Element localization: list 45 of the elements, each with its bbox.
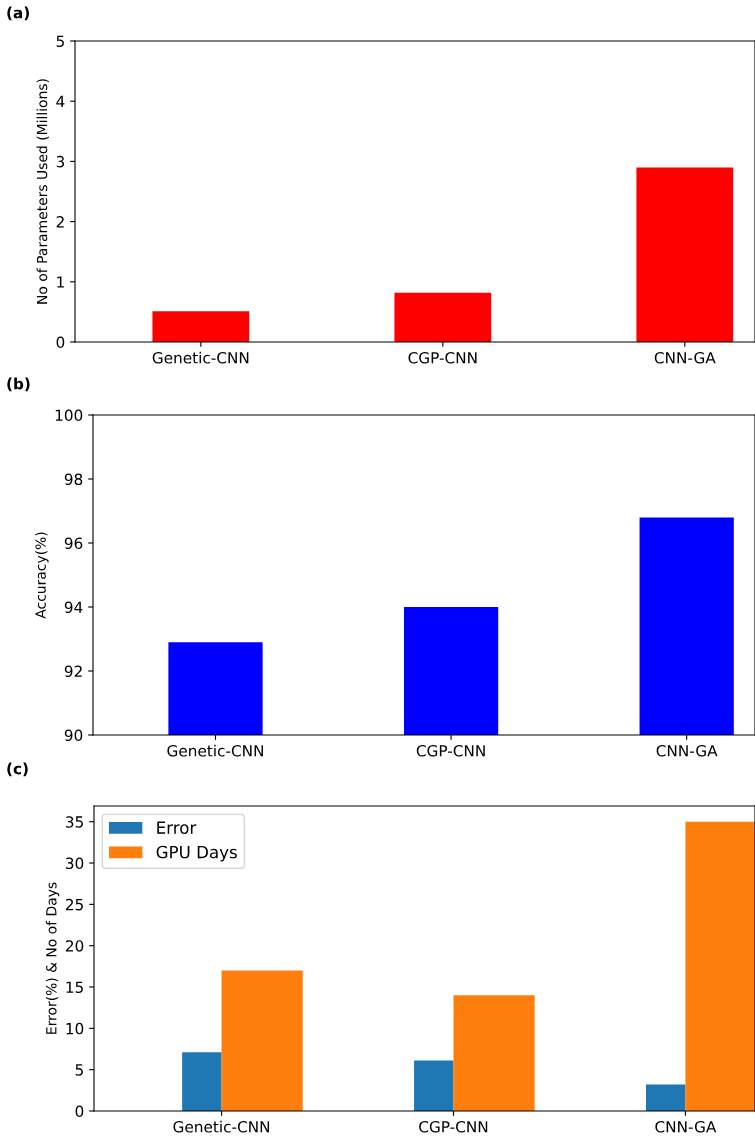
x-tick-label: Genetic-CNN xyxy=(173,1120,270,1133)
bar xyxy=(182,1052,222,1111)
x-tick-label: CGP-CNN xyxy=(408,351,477,364)
legend-label: GPU Days xyxy=(156,845,237,862)
y-tick-label: 90 xyxy=(64,729,83,742)
y-tick-label: 30 xyxy=(66,857,84,870)
y-tick-label: 35 xyxy=(66,816,83,828)
y-tick-label: 5 xyxy=(56,35,64,48)
y-tick-label: 20 xyxy=(65,940,84,952)
y-axis-title: Accuracy(%) xyxy=(35,532,49,619)
y-tick-label: 0 xyxy=(75,1105,84,1118)
y-tick-label: 1 xyxy=(57,276,64,288)
legend-label: Error xyxy=(157,821,197,834)
bar xyxy=(221,970,303,1111)
x-tick-label: CGP-CNN xyxy=(419,1120,488,1133)
y-tick-label: 15 xyxy=(66,981,83,994)
y-tick-label: 10 xyxy=(66,1022,84,1035)
x-tick-label: CNN-GA xyxy=(656,744,718,757)
chart-title: (b) xyxy=(7,377,30,392)
x-tick-label: CNN-GA xyxy=(655,1120,717,1133)
y-axis-title: No of Parameters Used (Millions) xyxy=(36,79,49,304)
y-tick-label: 92 xyxy=(64,665,82,678)
bar xyxy=(414,1060,454,1111)
chart-title: (a) xyxy=(7,6,29,21)
bar xyxy=(453,995,535,1111)
y-tick-label: 4 xyxy=(56,95,65,107)
x-tick-label: Genetic-CNN xyxy=(152,351,249,364)
x-tick-label: CNN-GA xyxy=(654,351,716,364)
y-tick-label: 94 xyxy=(64,601,83,614)
bar xyxy=(394,292,492,342)
bar xyxy=(636,167,734,342)
y-tick-label: 5 xyxy=(75,1064,83,1076)
y-tick-label: 25 xyxy=(65,898,83,911)
y-tick-label: 98 xyxy=(64,473,83,486)
y-tick-label: 100 xyxy=(55,409,83,422)
y-tick-label: 96 xyxy=(64,537,83,550)
bar xyxy=(152,311,250,342)
y-tick-label: 0 xyxy=(56,336,65,349)
y-tick-label: 3 xyxy=(56,155,65,168)
x-tick-label: CGP-CNN xyxy=(416,744,485,757)
chart-title: (c) xyxy=(7,762,28,777)
y-axis-title: Error(%) & No of Days xyxy=(45,882,60,1034)
x-tick-label: Genetic-CNN xyxy=(167,744,263,757)
y-tick-label: 2 xyxy=(56,216,64,228)
bar xyxy=(645,1084,686,1111)
